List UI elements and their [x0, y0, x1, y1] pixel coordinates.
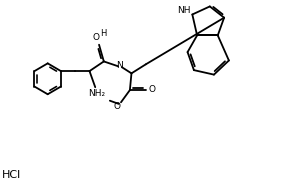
Text: O: O	[149, 85, 156, 94]
Text: N: N	[116, 61, 122, 70]
Text: O: O	[92, 33, 99, 42]
Text: HCl: HCl	[2, 170, 21, 180]
Text: O: O	[113, 102, 120, 111]
Text: NH: NH	[177, 6, 190, 15]
Text: NH₂: NH₂	[88, 89, 105, 98]
Text: H: H	[100, 29, 106, 38]
